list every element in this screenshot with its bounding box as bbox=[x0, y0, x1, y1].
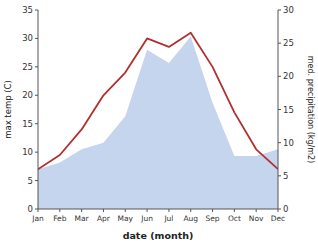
temperature-line bbox=[38, 33, 278, 169]
x-tick bbox=[59, 209, 60, 212]
y-tick-label: 15 bbox=[22, 119, 33, 129]
x-tick bbox=[256, 209, 257, 212]
y2-tick bbox=[278, 76, 281, 77]
y-tick bbox=[35, 95, 38, 96]
y-tick-label: 10 bbox=[22, 147, 33, 157]
y2-tick bbox=[278, 175, 281, 176]
y-tick-label: 20 bbox=[22, 90, 33, 100]
x-tick bbox=[278, 209, 279, 212]
y2-tick-label: 20 bbox=[283, 71, 294, 81]
x-tick-label: Sep bbox=[205, 214, 219, 223]
y-tick-label: 30 bbox=[22, 33, 33, 43]
y2-tick-label: 15 bbox=[283, 105, 294, 115]
x-tick-label: Jun bbox=[140, 214, 153, 223]
x-tick bbox=[81, 209, 82, 212]
y-tick-label: 25 bbox=[22, 62, 33, 72]
precipitation-area bbox=[38, 37, 278, 209]
x-tick-label: Nov bbox=[249, 214, 264, 223]
y-axis-label: max temp (C) bbox=[3, 80, 13, 139]
x-tick-label: Aug bbox=[183, 214, 198, 223]
y-tick-label: 35 bbox=[22, 5, 33, 15]
y2-tick bbox=[278, 43, 281, 44]
x-axis-line bbox=[38, 209, 278, 210]
x-tick bbox=[38, 209, 39, 212]
x-tick bbox=[103, 209, 104, 212]
x-tick-label: Jan bbox=[31, 214, 44, 223]
y-tick bbox=[35, 123, 38, 124]
y2-tick-label: 30 bbox=[283, 5, 294, 15]
y-tick bbox=[35, 152, 38, 153]
plot-area bbox=[38, 33, 278, 209]
y2-tick-label: 10 bbox=[283, 138, 294, 148]
y2-tick bbox=[278, 109, 281, 110]
y-tick-label: 0 bbox=[28, 204, 33, 214]
x-tick-label: Feb bbox=[53, 214, 67, 223]
x-axis-label: date (month) bbox=[123, 230, 194, 241]
x-tick bbox=[234, 209, 235, 212]
x-tick-label: Oct bbox=[228, 214, 241, 223]
y-tick bbox=[35, 38, 38, 39]
y-tick bbox=[35, 180, 38, 181]
x-tick-label: Mar bbox=[75, 214, 90, 223]
y2-tick bbox=[278, 142, 281, 143]
y2-axis-label: med. precipitation (kg/m2) bbox=[306, 56, 315, 163]
y2-tick-label: 25 bbox=[283, 38, 294, 48]
x-tick-label: Apr bbox=[97, 214, 111, 223]
chart: 0 5 10 15 20 25 30 35 0 5 10 15 20 25 30 Jan Feb Mar Apr Ma… bbox=[0, 0, 318, 247]
y-tick-label: 5 bbox=[28, 176, 33, 186]
y2-tick-label: 0 bbox=[283, 204, 288, 214]
x-tick-label: May bbox=[118, 214, 134, 223]
y-tick bbox=[35, 66, 38, 67]
x-tick bbox=[125, 209, 126, 212]
y-tick bbox=[35, 10, 38, 11]
x-tick-label: Jul bbox=[163, 214, 173, 223]
x-tick bbox=[212, 209, 213, 212]
x-tick-label: Dec bbox=[271, 214, 286, 223]
x-tick bbox=[168, 209, 169, 212]
y2-tick-label: 5 bbox=[283, 171, 288, 181]
y-axis-line bbox=[38, 10, 39, 209]
x-tick bbox=[147, 209, 148, 212]
y2-tick bbox=[278, 10, 281, 11]
x-tick bbox=[190, 209, 191, 212]
